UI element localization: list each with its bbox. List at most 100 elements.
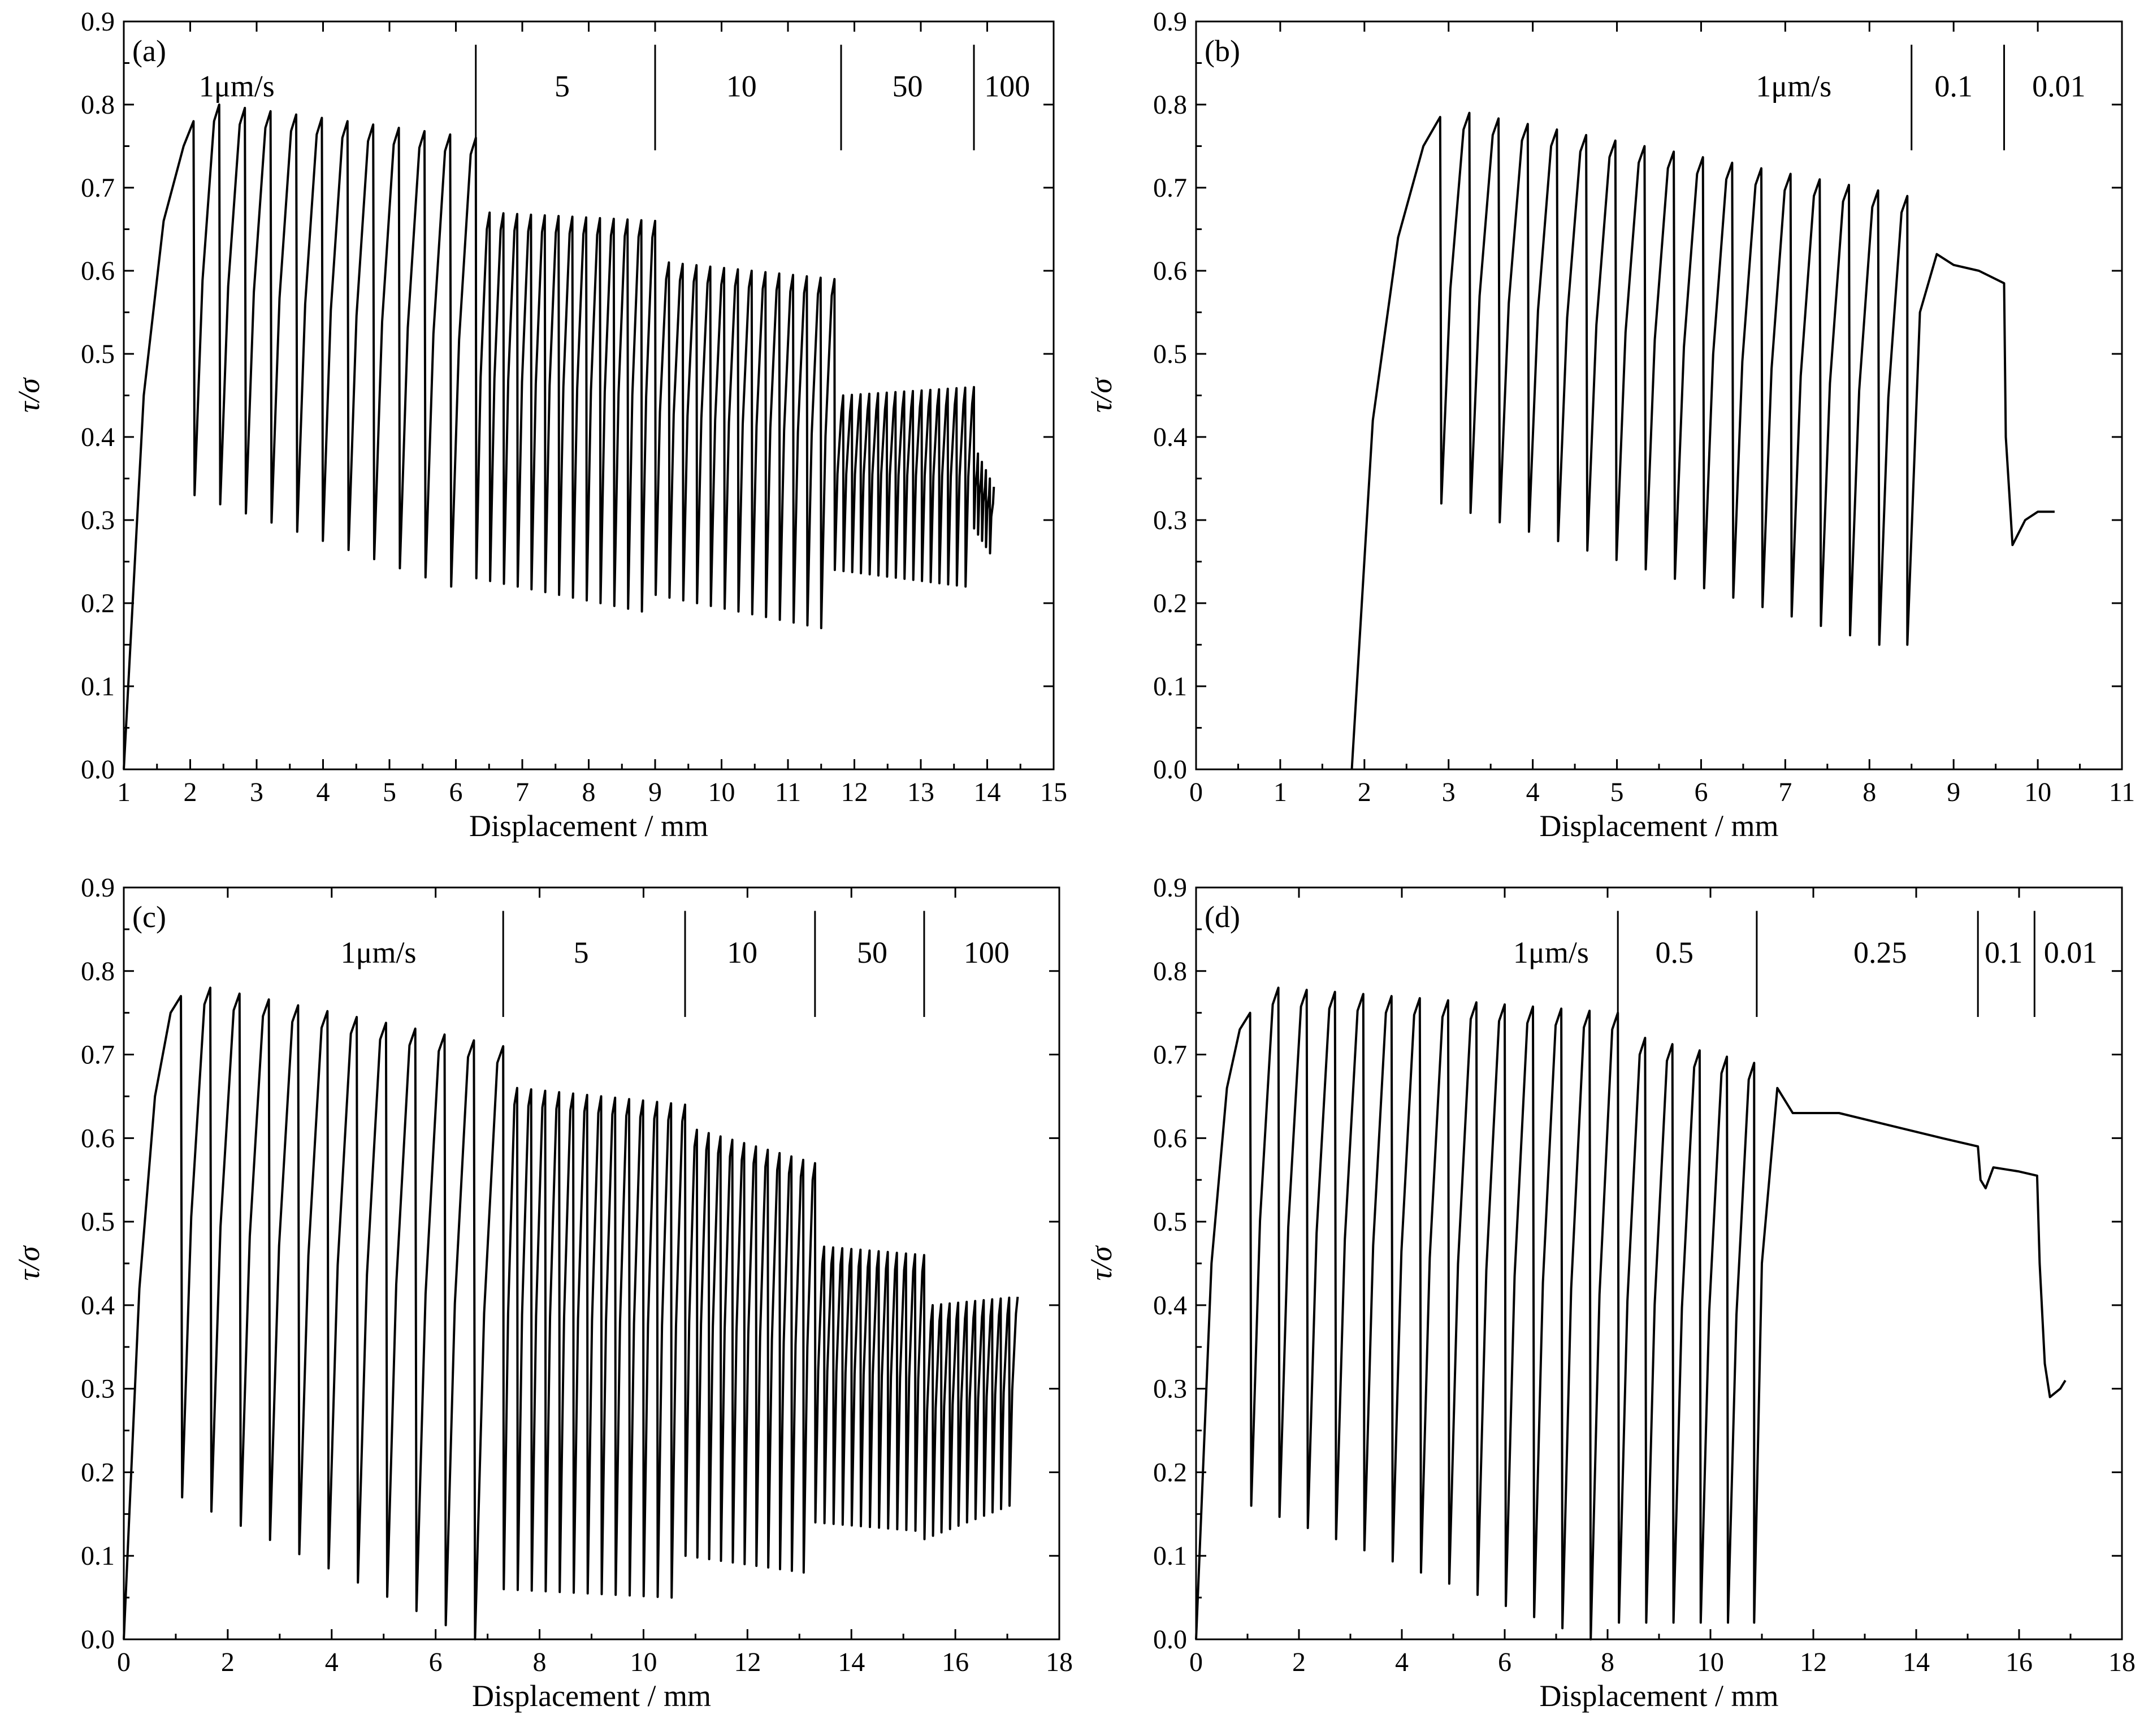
panel-a: 0.00.10.20.30.40.50.60.70.80.91 2 3 4 5 6 7 8 9 1… bbox=[12, 7, 1067, 843]
loading-rate-label: 0.25 bbox=[1853, 936, 1907, 969]
y-tick-label: 0.0 bbox=[81, 755, 115, 785]
x-tick-label: 14 bbox=[838, 1647, 865, 1677]
y-tick-label: 0.0 bbox=[1153, 755, 1187, 785]
y-tick-label: 0.5 bbox=[81, 1207, 115, 1237]
loading-rate-label: 5 bbox=[555, 69, 570, 103]
x-tick-label: 10 bbox=[1697, 1647, 1724, 1677]
friction-trace bbox=[123, 986, 1019, 1640]
y-tick-label: 0.3 bbox=[1153, 1374, 1187, 1404]
y-tick-label: 0.6 bbox=[1153, 256, 1187, 286]
x-tick-label: 8 bbox=[582, 777, 596, 807]
x-tick-label: 10 bbox=[708, 777, 735, 807]
y-tick-label: 0.3 bbox=[81, 1374, 115, 1404]
panels: 0.00.10.20.30.40.50.60.70.80.91 2 3 4 5 6 7 8 9 1… bbox=[12, 7, 2136, 1713]
y-tick-label: 0.1 bbox=[1153, 672, 1187, 702]
x-tick-label: 3 bbox=[250, 777, 263, 807]
x-tick-label: 8 bbox=[1601, 1647, 1614, 1677]
x-tick-label: 11 bbox=[2109, 777, 2135, 807]
loading-rate-label: 0.5 bbox=[1656, 936, 1694, 969]
loading-rate-label: 0.1 bbox=[1934, 69, 1973, 103]
y-tick-label: 0.8 bbox=[1153, 956, 1187, 986]
x-tick-label: 5 bbox=[1610, 777, 1624, 807]
loading-rate-label: 1μm/s bbox=[199, 69, 275, 103]
x-tick-label: 7 bbox=[516, 777, 529, 807]
y-tick-label: 0.5 bbox=[81, 339, 115, 369]
y-tick-label: 0.2 bbox=[81, 588, 115, 618]
x-tick-label: 9 bbox=[1947, 777, 1960, 807]
panel-label: (d) bbox=[1205, 900, 1240, 934]
y-tick-label: 0.9 bbox=[1153, 7, 1187, 37]
x-tick-label: 12 bbox=[841, 777, 868, 807]
x-tick-label: 18 bbox=[2108, 1647, 2136, 1677]
x-tick-label: 6 bbox=[1694, 777, 1708, 807]
y-tick-label: 0.7 bbox=[81, 1040, 115, 1070]
x-tick-label: 18 bbox=[1046, 1647, 1073, 1677]
x-tick-label: 12 bbox=[734, 1647, 761, 1677]
y-tick-label: 0.1 bbox=[81, 1541, 115, 1571]
loading-rate-label: 100 bbox=[984, 69, 1030, 103]
y-tick-label: 0.2 bbox=[81, 1457, 115, 1487]
y-axis-title: τ/σ bbox=[12, 377, 46, 413]
panel-d: 0.0 0.1 0.2 0.3 0.4 0.5 0.6 0.7 0.8 0.9 0 2 4 6 8 10 12 1… bbox=[1084, 873, 2136, 1713]
panel-label: (c) bbox=[132, 900, 166, 934]
x-tick-label: 1 bbox=[1274, 777, 1287, 807]
friction-trace bbox=[123, 103, 995, 770]
y-tick-label: 0.6 bbox=[1153, 1123, 1187, 1153]
x-tick-label: 4 bbox=[1395, 1647, 1409, 1677]
x-tick-label: 0 bbox=[117, 1647, 131, 1677]
y-tick-label: 0.9 bbox=[81, 873, 115, 903]
x-tick-label: 6 bbox=[429, 1647, 443, 1677]
y-tick-label: 0.5 bbox=[1153, 339, 1187, 369]
x-tick-label: 2 bbox=[1292, 1647, 1306, 1677]
x-tick-label: 12 bbox=[1800, 1647, 1827, 1677]
x-tick-label: 5 bbox=[383, 777, 396, 807]
x-tick-label: 2 bbox=[221, 1647, 235, 1677]
x-tick-label: 9 bbox=[648, 777, 662, 807]
x-axis-title: Displacement / mm bbox=[469, 809, 708, 843]
x-tick-label: 16 bbox=[2006, 1647, 2033, 1677]
x-tick-label: 6 bbox=[1498, 1647, 1511, 1677]
x-tick-label: 13 bbox=[907, 777, 934, 807]
y-tick-label: 0.4 bbox=[1153, 422, 1187, 452]
panel-label: (b) bbox=[1205, 34, 1240, 68]
y-tick-label: 0.3 bbox=[1153, 505, 1187, 535]
y-tick-label: 0.0 bbox=[81, 1625, 115, 1655]
y-tick-label: 0.2 bbox=[1153, 1457, 1187, 1487]
y-tick-label: 0.9 bbox=[1153, 873, 1187, 903]
x-tick-label: 10 bbox=[630, 1647, 657, 1677]
y-tick-label: 0.8 bbox=[1153, 90, 1187, 120]
y-tick-label: 0.1 bbox=[81, 672, 115, 702]
x-tick-label: 6 bbox=[449, 777, 463, 807]
y-axis-title: τ/σ bbox=[1084, 1245, 1118, 1280]
y-tick-label: 0.6 bbox=[81, 256, 115, 286]
x-tick-label: 8 bbox=[533, 1647, 547, 1677]
friction-trace bbox=[1350, 111, 2055, 770]
loading-rate-label: 0.01 bbox=[2044, 936, 2098, 969]
panel-c: 0.0 0.1 0.2 0.3 0.4 0.5 0.6 0.7 0.8 0.9 0 2 4 6 8 10 12 1… bbox=[12, 873, 1073, 1713]
y-tick-label: 0.7 bbox=[1153, 173, 1187, 203]
x-tick-label: 7 bbox=[1778, 777, 1792, 807]
x-tick-label: 14 bbox=[1903, 1647, 1930, 1677]
x-tick-label: 8 bbox=[1863, 777, 1876, 807]
x-tick-label: 10 bbox=[2024, 777, 2051, 807]
loading-rate-label: 50 bbox=[857, 936, 887, 969]
loading-rate-label: 10 bbox=[727, 936, 757, 969]
x-tick-label: 1 bbox=[117, 777, 131, 807]
y-axis-title: τ/σ bbox=[1084, 377, 1118, 413]
y-tick-label: 0.4 bbox=[1153, 1291, 1187, 1321]
x-tick-label: 15 bbox=[1040, 777, 1067, 807]
x-tick-label: 11 bbox=[775, 777, 801, 807]
y-tick-label: 0.1 bbox=[1153, 1541, 1187, 1571]
x-tick-label: 16 bbox=[942, 1647, 969, 1677]
loading-rate-label: 0.1 bbox=[1985, 936, 2023, 969]
y-tick-label: 0.4 bbox=[81, 422, 115, 452]
y-tick-label: 0.0 bbox=[1153, 1625, 1187, 1655]
loading-rate-label: 100 bbox=[964, 936, 1010, 969]
y-tick-label: 0.5 bbox=[1153, 1207, 1187, 1237]
x-axis-title: Displacement / mm bbox=[472, 1679, 711, 1713]
y-tick-label: 0.3 bbox=[81, 505, 115, 535]
loading-rate-label: 1μm/s bbox=[1513, 936, 1589, 969]
y-tick-label: 0.8 bbox=[81, 956, 115, 986]
y-tick-label: 0.8 bbox=[81, 90, 115, 120]
